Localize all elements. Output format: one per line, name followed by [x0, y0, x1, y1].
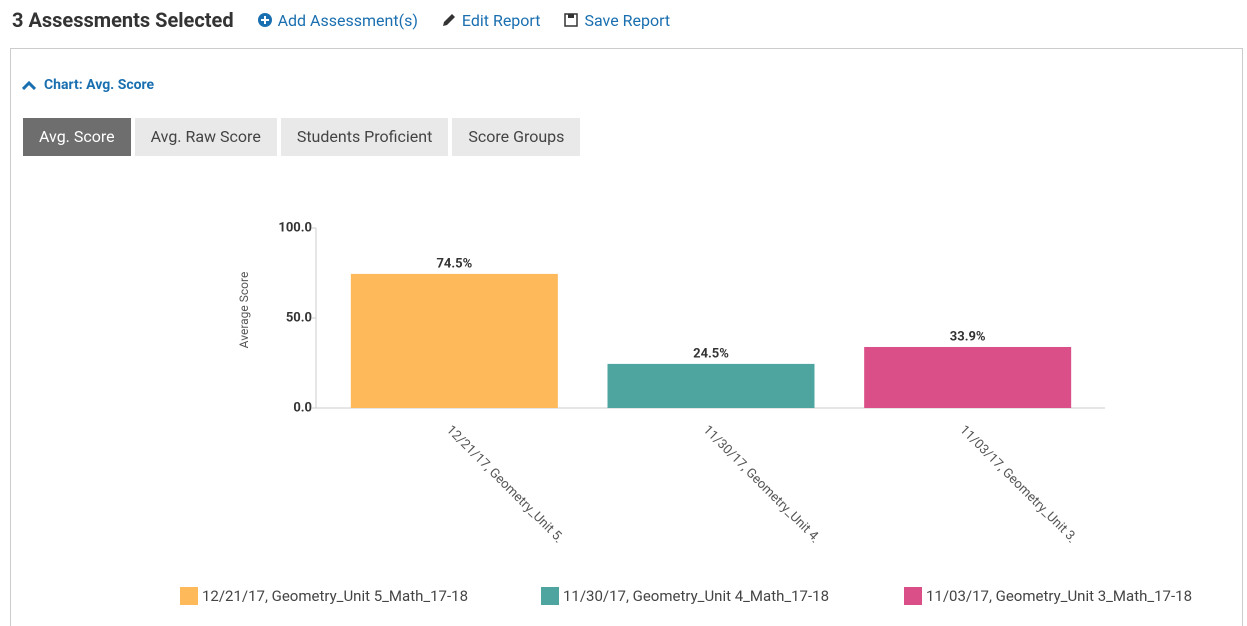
- toggle-text: Chart: Avg. Score: [44, 77, 155, 93]
- value-label: 74.5%: [436, 256, 472, 271]
- legend-swatch: [904, 587, 922, 605]
- icon: [257, 13, 272, 27]
- legend-label: 11/03/17, Geometry_Unit 3_Math_17-18: [926, 587, 1192, 605]
- add-link[interactable]: Add Assessment(s): [257, 10, 418, 30]
- y-tick-label: 100.0: [278, 220, 312, 235]
- chevron: [22, 80, 36, 90]
- bar: [607, 363, 815, 408]
- value-label: 24.5%: [693, 346, 729, 361]
- legend-label: 12/21/17, Geometry_Unit 5_Math_17-18: [202, 587, 468, 605]
- y-axis-label: Average Score: [237, 272, 251, 349]
- legend-label: 11/30/17, Geometry_Unit 4_Math_17-18: [563, 587, 829, 605]
- tab[interactable]: Avg. Score: [23, 118, 131, 156]
- tab[interactable]: Students Proficient: [280, 118, 449, 156]
- x-tick-label: 12/21/17, Geometry_Unit 5_Math_17-18: [443, 423, 617, 597]
- panel: [10, 48, 1243, 626]
- section-toggle[interactable]: Chart: Avg. Score: [22, 77, 154, 93]
- y-tick-label: 50.0: [286, 310, 312, 325]
- legend-swatch: [180, 587, 198, 605]
- title: 3 Assessments Selected: [12, 8, 234, 32]
- tabs: Avg. Score Avg. Raw Score Students Profici…: [23, 118, 584, 156]
- bar: [864, 346, 1072, 408]
- icon: [564, 13, 579, 27]
- icon: [442, 14, 455, 26]
- edit-link[interactable]: Edit Report: [442, 10, 541, 30]
- tab[interactable]: Avg. Raw Score: [134, 118, 277, 156]
- link-text: Save Report: [584, 10, 671, 30]
- y-tick-label: 0.0: [293, 400, 312, 415]
- link-text: Edit Report: [461, 10, 541, 30]
- save-link[interactable]: Save Report: [564, 11, 670, 30]
- bar: [350, 273, 558, 408]
- link-text: Add Assessment(s): [277, 10, 418, 30]
- x-tick: 11/03/17, Geometry_Unit 3_Math_17-18: [956, 423, 1130, 597]
- x-tick: 11/30/17, Geometry_Unit 4_Math_17-18: [700, 423, 874, 597]
- x-tick: 12/21/17, Geometry_Unit 5_Math_17-18: [443, 423, 617, 597]
- x-tick-label: 11/30/17, Geometry_Unit 4_Math_17-18: [700, 423, 874, 597]
- value-label: 33.9%: [950, 329, 986, 344]
- legend-swatch: [541, 587, 559, 605]
- tab[interactable]: Score Groups: [452, 118, 581, 156]
- header: 3 Assessments Selected Add Assessment(s)…: [12, 8, 694, 32]
- x-tick-label: 11/03/17, Geometry_Unit 3_Math_17-18: [956, 423, 1130, 597]
